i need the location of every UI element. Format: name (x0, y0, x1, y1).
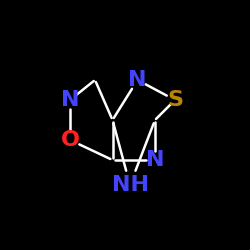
Text: N: N (128, 70, 147, 90)
Text: O: O (60, 130, 80, 150)
Text: N: N (61, 90, 79, 110)
Text: N: N (146, 150, 164, 170)
Text: S: S (167, 90, 183, 110)
Text: NH: NH (112, 175, 148, 195)
